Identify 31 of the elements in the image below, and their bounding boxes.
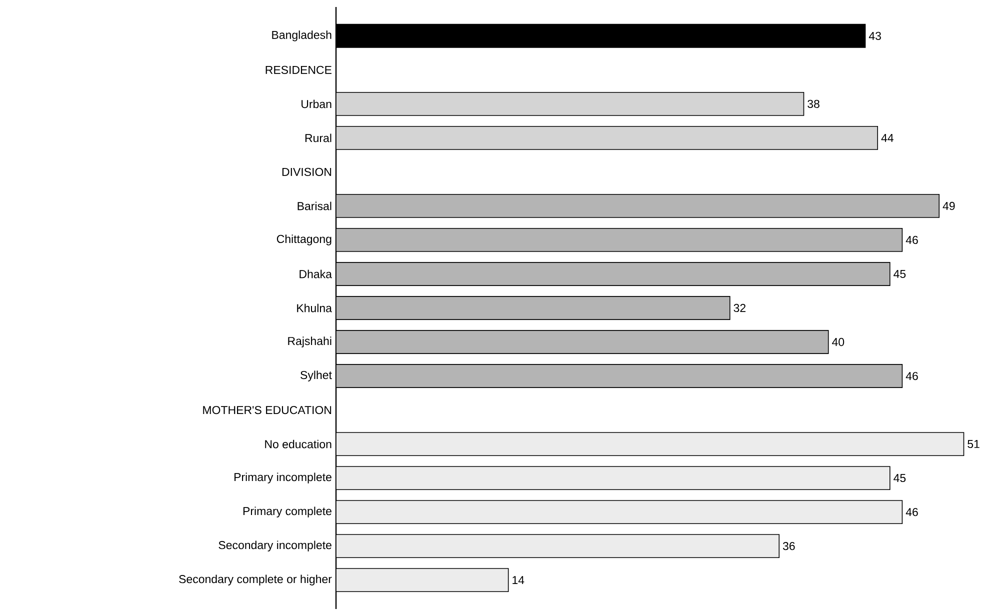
y-tick-label: Secondary complete or higher	[179, 574, 332, 586]
data-label: 46	[906, 508, 918, 516]
y-tick-label: RESIDENCE	[266, 66, 332, 74]
data-label: 14	[512, 576, 524, 584]
y-tick-label: MOTHER'S EDUCATION	[203, 406, 332, 414]
data-label: 32	[734, 304, 746, 312]
y-tick-label: Urban	[302, 100, 332, 108]
data-label: 46	[906, 372, 918, 380]
y-tick-label: Chittagong	[276, 234, 332, 246]
y-tick-label: No education	[265, 440, 332, 448]
data-label: 44	[881, 134, 894, 142]
y-tick-label: Secondary incomplete	[218, 540, 332, 552]
data-label: 38	[808, 100, 820, 108]
y-tick-label: Barisal	[298, 202, 332, 210]
data-label: 43	[868, 32, 881, 40]
y-tick-label: Sylhet	[300, 370, 332, 382]
y-tick-label: Rural	[305, 134, 332, 142]
data-label: 45	[894, 474, 906, 482]
y-tick-label: Bangladesh	[272, 30, 332, 42]
data-label: 46	[906, 236, 918, 244]
y-tick-label: Khulna	[297, 304, 332, 312]
y-tick-label: Primary complete	[243, 506, 332, 518]
y-tick-label: Rajshahi	[288, 336, 332, 348]
y-tick-label: DIVISION	[282, 168, 332, 176]
data-label: 40	[832, 338, 844, 346]
data-label: 49	[942, 202, 955, 210]
y-tick-label: Dhaka	[300, 270, 332, 278]
y-tick-label: Primary incomplete	[234, 472, 332, 484]
data-label: 36	[782, 542, 795, 550]
data-label: 51	[968, 440, 980, 448]
data-label: 45	[894, 270, 906, 278]
